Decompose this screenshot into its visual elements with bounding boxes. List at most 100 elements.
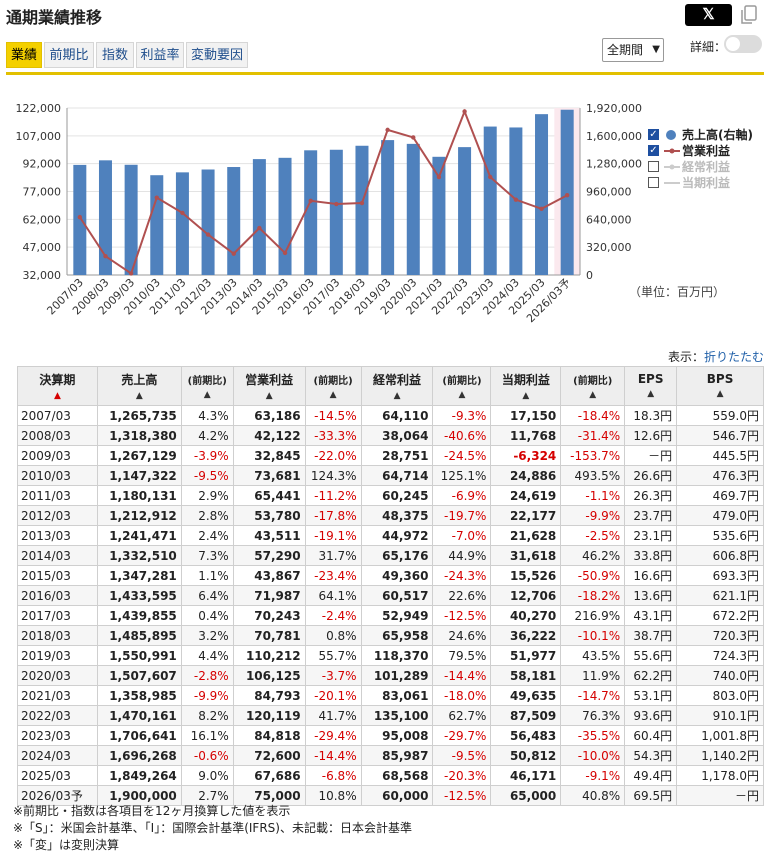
table-row: 2013/03 1,241,471 2.4% 43,511 -19.1% 44,972 -7… [17, 525, 764, 546]
table-cell: 12,706 [490, 585, 562, 606]
table-cell: 445.5円 [676, 445, 764, 466]
col-header-sales-yoy[interactable]: (前期比) ▲ [180, 366, 234, 406]
table-cell: 4.4% [180, 645, 234, 666]
col-header-eps[interactable]: EPS ▲ [624, 366, 678, 406]
bar-sales [355, 145, 369, 275]
table-cell: 740.0円 [676, 665, 764, 686]
table-row: 2016/03 1,433,595 6.4% 71,987 64.1% 60,517 22.… [17, 585, 764, 606]
tab-performance[interactable]: 業績 [6, 42, 42, 68]
table-cell: -29.7% [432, 725, 492, 746]
checkbox-operating[interactable]: ✓ [648, 145, 659, 156]
table-cell: -9.9% [180, 685, 234, 706]
period-select[interactable]: 全期間 ▼ [602, 38, 664, 62]
sort-asc-icon[interactable]: ▲ [53, 390, 61, 401]
table-cell: 621.1円 [676, 585, 764, 606]
table-cell: 1,550,991 [96, 645, 182, 666]
table-cell: 2.4% [180, 525, 234, 546]
col-header-bps[interactable]: BPS ▲ [676, 366, 764, 406]
table-cell: 24.6% [432, 625, 492, 646]
sort-icon[interactable]: ▲ [265, 390, 273, 401]
table-cell: 1,241,471 [96, 525, 182, 546]
table-cell: 22,177 [490, 505, 562, 526]
table-row: 2026/03予 1,900,000 2.7% 75,000 10.8% 60,000 -1… [17, 785, 764, 806]
cell-period: 2017/03 [17, 605, 98, 626]
footnote: ※「S」：米国会計基準、「I」：国際会計基準(IFRS)、未記載：日本会計基準 [13, 821, 412, 835]
col-header-period[interactable]: 決算期 ▲ [17, 366, 98, 406]
table-cell: -6,324 [490, 445, 562, 466]
table-row: 2009/03 1,267,129 -3.9% 32,845 -22.0% 28,751-… [17, 445, 764, 466]
table-cell: 87,509 [490, 705, 562, 726]
table-cell: -9.9% [560, 505, 626, 526]
table-cell: 910.1円 [676, 705, 764, 726]
collapse-link[interactable]: 折りたたむ [703, 350, 764, 364]
col-header-ordinary-yoy[interactable]: (前期比) ▲ [432, 366, 492, 406]
table-cell: -19.1% [304, 525, 362, 546]
table-cell: 63,186 [232, 405, 306, 426]
col-header-net[interactable]: 当期利益 ▲ [490, 366, 562, 406]
sort-icon[interactable]: ▲ [589, 389, 597, 400]
table-cell: 42,122 [232, 425, 306, 446]
col-header-ordinary[interactable]: 経常利益 ▲ [360, 366, 434, 406]
left-tick-label: 77,000 [23, 186, 62, 199]
col-header-sales[interactable]: 売上高 ▲ [96, 366, 182, 406]
table-row: 2019/03 1,550,991 4.4% 110,212 55.7% 118,370 7… [17, 645, 764, 666]
point-operating [385, 127, 390, 133]
table-cell: 110,212 [232, 645, 306, 666]
sort-icon[interactable]: ▲ [393, 390, 401, 401]
point-operating [564, 193, 570, 198]
table-cell: 60,245 [360, 485, 434, 506]
table-cell: 64,110 [360, 405, 434, 426]
table-cell: 56,483 [490, 725, 562, 746]
checkbox-net[interactable] [648, 177, 659, 188]
table-cell: 28,751 [360, 445, 434, 466]
point-operating [308, 198, 313, 204]
table-cell: -24.3% [432, 565, 492, 586]
table-cell: 720.3円 [676, 625, 764, 646]
col-header-net-yoy[interactable]: (前期比) ▲ [560, 366, 626, 406]
table-cell: -9.1% [560, 765, 626, 786]
checkbox-ordinary[interactable] [648, 161, 659, 172]
detail-toggle[interactable] [724, 35, 762, 53]
table-cell: 479.0円 [676, 505, 764, 526]
checkbox-sales[interactable]: ✓ [648, 129, 659, 140]
cell-period: 2012/03 [17, 505, 98, 526]
sort-icon[interactable]: ▲ [329, 389, 337, 400]
tab-index[interactable]: 指数 [96, 42, 134, 68]
table-cell: 1,140.2円 [676, 745, 764, 766]
sort-icon[interactable]: ▲ [716, 389, 724, 399]
copy-icon[interactable] [739, 4, 759, 26]
sort-icon[interactable]: ▲ [135, 390, 143, 401]
sort-icon[interactable]: ▲ [458, 389, 466, 400]
sort-icon[interactable]: ▲ [647, 389, 655, 399]
table-row: 2023/03 1,706,641 16.1% 84,818 -29.4% 95,008-… [17, 725, 764, 746]
table-cell: 49,635 [490, 685, 562, 706]
point-operating [513, 197, 519, 202]
table-cell: 65,958 [360, 625, 434, 646]
table-cell: 16.1% [180, 725, 234, 746]
tab-yoy[interactable]: 前期比 [44, 42, 94, 68]
table-cell: -14.4% [432, 665, 492, 686]
bar-sales [458, 147, 472, 275]
table-cell: 40,270 [490, 605, 562, 626]
tab-margin[interactable]: 利益率 [136, 42, 184, 68]
sort-icon[interactable]: ▲ [203, 389, 211, 400]
table-cell: 60,517 [360, 585, 434, 606]
cell-period: 2020/03 [17, 665, 98, 686]
col-header-operating[interactable]: 営業利益 ▲ [232, 366, 306, 406]
tab-factors[interactable]: 変動要因 [186, 42, 248, 68]
table-cell: 68,568 [360, 765, 434, 786]
bar-sales [406, 143, 420, 275]
table-cell: 31,618 [490, 545, 562, 566]
cell-period: 2021/03 [17, 685, 98, 706]
bar-sales [73, 164, 87, 275]
line-marker-icon [664, 182, 680, 184]
table-row: 2020/03 1,507,607 -2.8% 106,125 -3.7% 101,289… [17, 665, 764, 686]
table-cell: 38,064 [360, 425, 434, 446]
right-tick-label: 1,600,000 [586, 130, 642, 143]
x-share-button[interactable]: 𝕏 [685, 4, 732, 26]
table-cell: -10.0% [560, 745, 626, 766]
col-header-operating-yoy[interactable]: (前期比) ▲ [304, 366, 362, 406]
table-cell: 11.9% [560, 665, 626, 686]
table-cell: 62.7% [432, 705, 492, 726]
sort-icon[interactable]: ▲ [522, 390, 530, 401]
